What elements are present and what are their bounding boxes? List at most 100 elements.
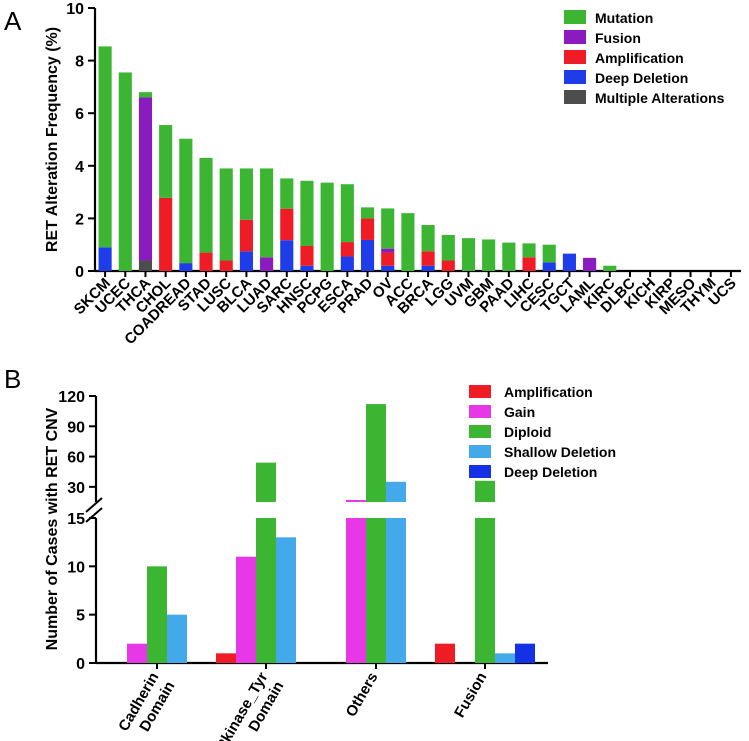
y-tick-label: 90: [67, 419, 85, 436]
legend-swatch-amplification: [564, 50, 586, 64]
bar-laml-fusion: [583, 257, 597, 271]
legend-swatch-fusion: [564, 30, 586, 44]
bar-lusc-amplification: [219, 260, 233, 271]
bar-lgg-amplification: [441, 260, 455, 271]
y-tick-label: 15: [67, 511, 85, 528]
axis-break-mark: [85, 507, 103, 523]
legend-label-b-deep-deletion: Deep Deletion: [504, 464, 597, 480]
bar-pkinase-tyr-diploid-lower: [256, 518, 276, 663]
legend-label-fusion: Fusion: [595, 30, 641, 46]
bar-chol-amplification: [159, 197, 173, 271]
bar-lgg-mutation: [441, 234, 455, 261]
bar-cadherin-diploid: [147, 566, 167, 663]
bar-sarc-deep-deletion: [280, 240, 294, 271]
bar-esca-mutation: [340, 184, 354, 243]
y-axis-title: RET Alteration Frequency (%): [44, 27, 61, 252]
bar-ov-mutation: [381, 208, 395, 249]
bar-fusion-diploid-upper: [475, 480, 495, 502]
legend-swatch-b-gain: [469, 405, 491, 418]
legend-label-amplification: Amplification: [595, 50, 684, 66]
bar-others-shallow-deletion-upper: [386, 481, 406, 502]
bar-blca-mutation: [239, 168, 253, 220]
bar-others-gain-lower: [346, 518, 366, 663]
x-tick-label-fusion: Fusion: [451, 670, 490, 721]
y-tick-label: 30: [67, 480, 85, 497]
bar-others-diploid-lower: [366, 518, 386, 663]
bar-chol-mutation: [159, 125, 173, 198]
bar-uvm-mutation: [461, 238, 476, 271]
y-tick-label: 8: [75, 54, 84, 71]
bar-cesc-deep-deletion: [542, 262, 556, 271]
bar-skcm-deep-deletion: [98, 247, 112, 271]
y-tick-label: 120: [58, 389, 85, 406]
bar-fusion-deep-deletion: [515, 643, 535, 663]
bar-fusion-diploid-lower: [475, 518, 495, 663]
bar-sarc-amplification: [280, 208, 294, 241]
bar-pkinase-tyr-amplification: [216, 653, 236, 663]
axis-break-mark: [85, 497, 103, 513]
bar-pkinase-tyr-shallow-deletion: [276, 537, 296, 663]
bar-ucec-mutation: [118, 72, 132, 271]
bar-skcm-mutation: [98, 46, 112, 248]
bar-prad-deep-deletion: [360, 239, 375, 271]
legend-label-b-shallow-deletion: Shallow Deletion: [504, 444, 616, 460]
y-tick-label: 6: [75, 106, 84, 123]
legend-label-b-gain: Gain: [504, 404, 535, 420]
bar-kirc-mutation: [603, 265, 617, 271]
legend-swatch-b-deep-deletion: [469, 465, 491, 478]
bar-coadread-deep-deletion: [179, 263, 193, 271]
bar-luad-fusion: [260, 257, 274, 271]
bar-esca-deep-deletion: [340, 256, 354, 271]
bar-esca-amplification: [340, 242, 354, 257]
y-tick-label: 4: [75, 159, 84, 176]
panel-label-b: B: [4, 364, 21, 394]
bar-hnsc-amplification: [300, 246, 314, 266]
bar-brca-deep-deletion: [421, 265, 435, 271]
bar-pcpg-mutation: [320, 182, 334, 271]
x-tick-label-others: Others: [343, 670, 382, 720]
bar-ov-amplification: [381, 252, 395, 266]
bar-hnsc-deep-deletion: [300, 265, 314, 271]
bar-fusion-shallow-deletion: [495, 653, 515, 663]
bar-cesc-mutation: [542, 244, 556, 263]
y-axis-title: Number of Cases with RET CNV: [44, 407, 61, 650]
bar-others-diploid-upper: [366, 404, 386, 502]
bar-cadherin-gain: [127, 643, 147, 663]
y-tick-label: 5: [76, 608, 85, 625]
y-tick-label: 10: [66, 1, 84, 18]
bar-others-gain-upper: [346, 499, 366, 502]
bar-lihc-mutation: [522, 243, 536, 258]
y-tick-label: 60: [67, 450, 85, 467]
bar-coadread-mutation: [179, 138, 193, 264]
legend-swatch-mutation: [564, 10, 586, 24]
legend-swatch-deep-deletion: [564, 70, 586, 84]
bar-prad-mutation: [360, 207, 375, 219]
bar-pkinase-tyr-diploid-upper: [256, 462, 276, 502]
y-tick-label: 0: [76, 656, 85, 673]
y-tick-label: 10: [67, 559, 85, 576]
bar-luad-mutation: [260, 168, 274, 258]
bar-thca-mutation: [138, 92, 153, 98]
bar-lihc-amplification: [522, 257, 536, 271]
bar-blca-deep-deletion: [239, 251, 253, 271]
legend-label-deep-deletion: Deep Deletion: [595, 70, 688, 86]
bar-stad-amplification: [199, 252, 213, 271]
bar-thca-fusion: [138, 97, 153, 261]
bar-tgct-deep-deletion: [562, 253, 576, 271]
bar-lusc-mutation: [219, 168, 233, 261]
bar-pkinase-tyr-gain: [236, 556, 256, 663]
bar-thca-multiple-alterations: [138, 260, 153, 271]
bar-brca-mutation: [421, 224, 435, 252]
legend-label-mutation: Mutation: [595, 10, 653, 26]
y-tick-label: 2: [75, 211, 84, 228]
bar-cadherin-shallow-deletion: [167, 614, 187, 663]
legend-swatch-multiple-alterations: [564, 90, 586, 104]
legend-swatch-b-diploid: [469, 425, 491, 438]
bar-hnsc-mutation: [300, 180, 314, 247]
bar-ov-deep-deletion: [381, 265, 395, 271]
bar-ov-fusion: [381, 248, 395, 253]
legend-swatch-b-shallow-deletion: [469, 445, 491, 458]
